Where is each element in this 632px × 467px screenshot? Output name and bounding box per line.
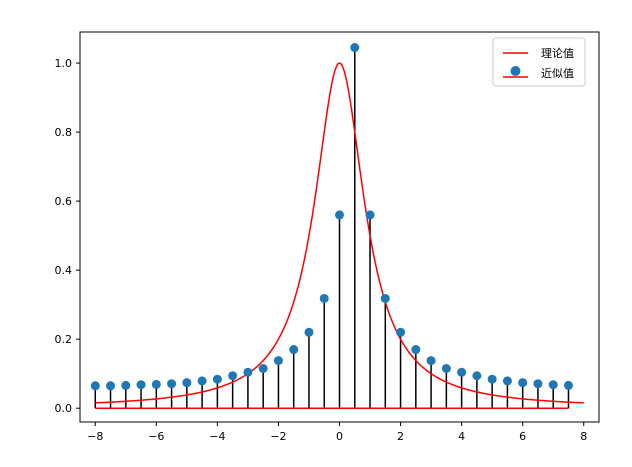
y-tick-label: 0.0 <box>55 402 73 415</box>
stem-marker <box>197 376 207 386</box>
legend-approx-label: 近似值 <box>541 67 574 80</box>
theory-curve <box>95 62 584 404</box>
stem-marker <box>304 327 314 337</box>
legend-theory-label: 理论值 <box>541 46 574 60</box>
x-tick-label: −4 <box>209 430 225 443</box>
stem-marker <box>136 380 146 390</box>
stem-marker <box>167 379 177 389</box>
stem-marker <box>472 371 482 381</box>
x-tick-label: 2 <box>397 430 404 443</box>
stem-marker <box>90 381 100 391</box>
stem-marker <box>380 293 390 303</box>
stem-marker <box>563 380 573 390</box>
stem-marker <box>289 345 299 355</box>
stem-marker <box>258 364 268 374</box>
stem-marker <box>212 374 222 384</box>
stem-marker <box>533 379 543 389</box>
x-axis-ticks: −8 −6 −4 −2 0 2 4 6 8 <box>87 422 587 443</box>
stem-marker <box>182 378 192 388</box>
legend-approx-marker-swatch <box>510 66 521 76</box>
stem-lines <box>94 47 570 409</box>
y-tick-label: 0.2 <box>55 333 73 346</box>
stem-marker <box>273 356 283 366</box>
stem-marker <box>487 374 497 384</box>
x-tick-label: 0 <box>336 430 343 443</box>
x-tick-label: −6 <box>148 430 164 443</box>
y-tick-label: 0.6 <box>55 195 73 208</box>
y-tick-label: 0.8 <box>55 126 73 139</box>
stem-marker <box>228 371 238 381</box>
stem-marker <box>457 367 467 377</box>
stem-marker <box>426 356 436 366</box>
stem-marker <box>365 210 375 220</box>
y-axis-ticks: 0.0 0.2 0.4 0.6 0.8 1.0 <box>55 57 80 415</box>
stem-marker <box>106 381 116 391</box>
x-tick-label: 4 <box>458 430 465 443</box>
x-tick-label: 8 <box>580 430 587 443</box>
stem-marker <box>350 43 360 53</box>
x-tick-label: −2 <box>270 430 286 443</box>
stem-marker <box>243 367 253 377</box>
x-tick-label: 6 <box>519 430 526 443</box>
stem-marker <box>319 293 329 303</box>
stem-marker <box>441 364 451 374</box>
stem-marker <box>548 380 558 390</box>
x-tick-label: −8 <box>87 430 103 443</box>
stem-marker <box>151 379 161 389</box>
stem-marker <box>411 345 421 355</box>
stem-marker <box>121 380 131 390</box>
stem-marker <box>518 378 528 388</box>
stem-markers <box>90 43 573 391</box>
stem-marker <box>396 327 406 337</box>
y-tick-label: 1.0 <box>55 57 73 70</box>
stem-marker <box>335 210 344 220</box>
legend: 理论值 近似值 <box>492 37 586 87</box>
stem-marker <box>502 376 512 386</box>
y-tick-label: 0.4 <box>55 264 73 277</box>
